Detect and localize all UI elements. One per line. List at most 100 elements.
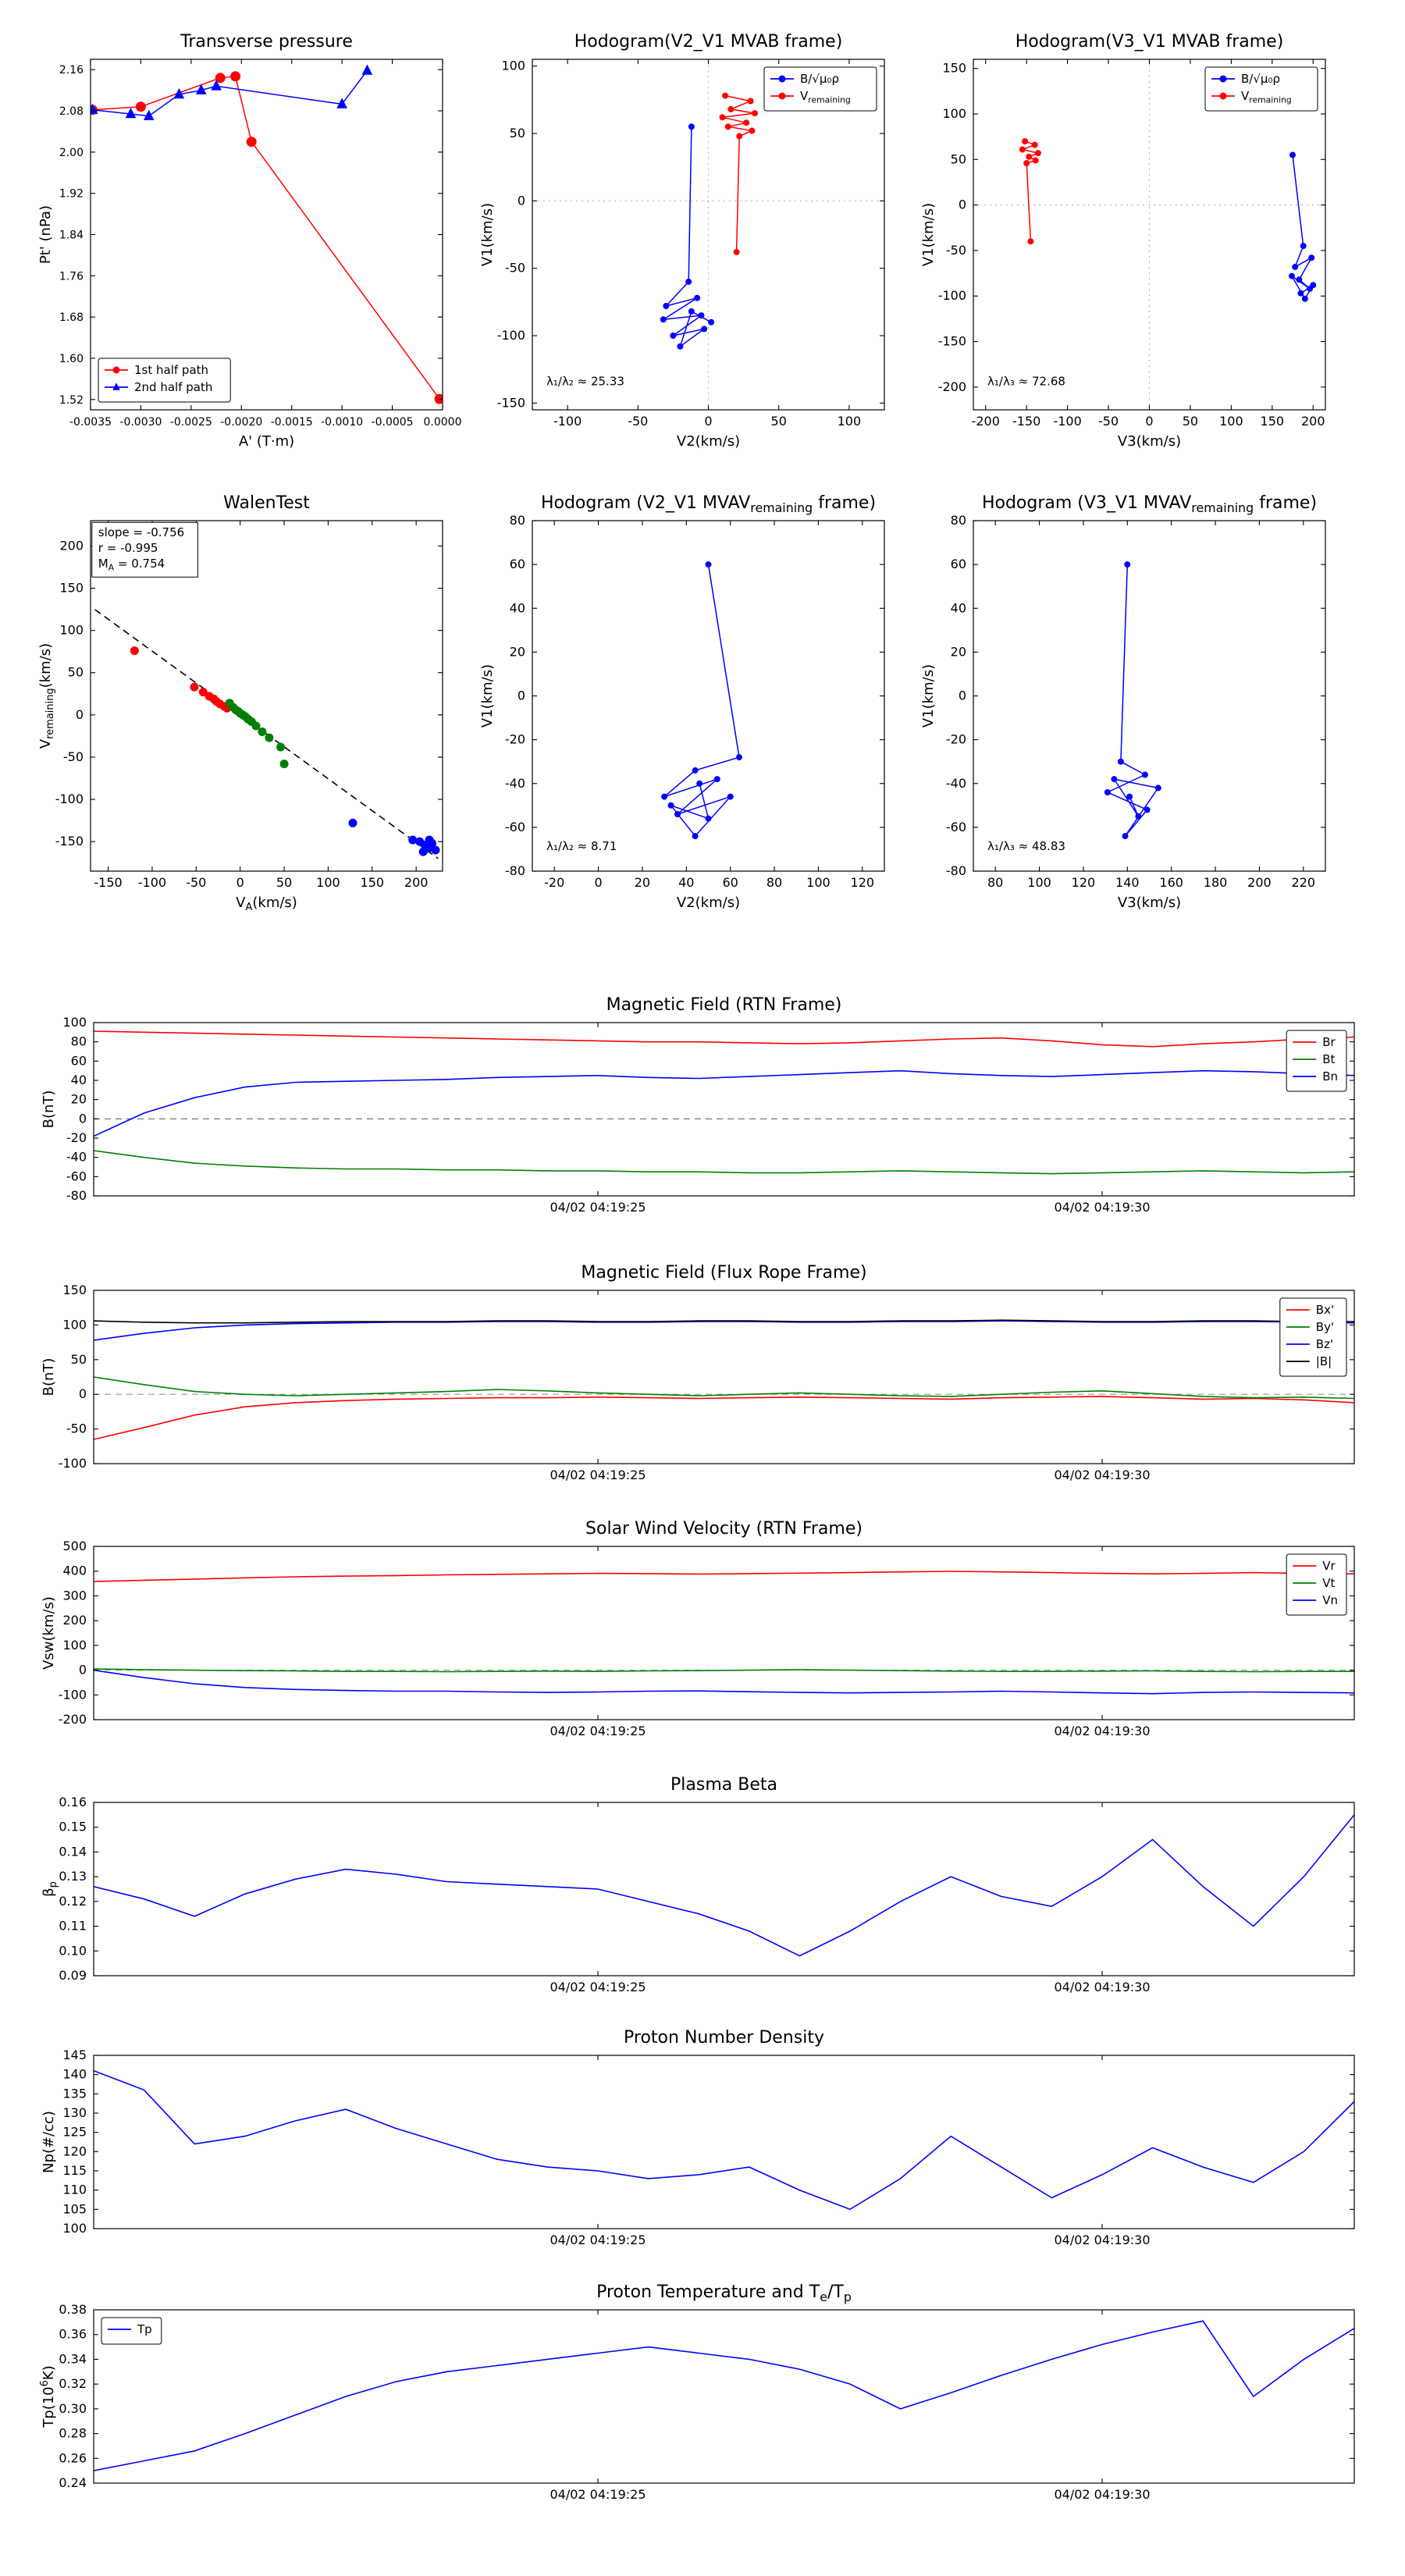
series-by (94, 1376, 1354, 1400)
y-tick-label: -80 (66, 1188, 87, 1203)
y-tick-label: 0.28 (59, 2426, 87, 2441)
y-tick-label: -150 (55, 834, 84, 849)
y-tick-label: 150 (62, 1283, 87, 1297)
axis-ticks (973, 520, 1325, 872)
annotation: λ₁/λ₂ ≈ 8.71 (546, 839, 617, 853)
series-1st-half-path (91, 71, 443, 404)
x-tick-label: -0.0020 (220, 416, 262, 429)
chart-hodogram-v2v1-mvab: -100 -50 0 50 100 -150 -100 -50 0 50 100 Hodogram(V… (473, 16, 910, 476)
x-tick-label: -200 (972, 414, 1000, 429)
y-tick-label: -60 (66, 1169, 87, 1183)
x-tick-label: -150 (1012, 414, 1040, 429)
y-tick-label: 20 (71, 1092, 87, 1107)
stats-line: r = -0.995 (98, 541, 158, 555)
x-tick-label: 0 (594, 875, 602, 890)
x-axis-label: V2(km/s) (677, 433, 740, 450)
legend-label: Bz' (1316, 1337, 1333, 1351)
series-vn (94, 1669, 1354, 1695)
y-tick-label: 80 (510, 513, 525, 528)
y-tick-label: -50 (63, 749, 84, 764)
x-tick-label: 60 (723, 875, 738, 890)
chart-title: Proton Temperature and Te/Tp (596, 2282, 852, 2304)
legend: Tp (101, 2317, 162, 2345)
chart-title: Plasma Beta (670, 1775, 777, 1795)
chart-walen-test: -150 -100 -50 0 50 100 150 200 -150 -100 -50 0 50 100… (31, 477, 468, 938)
y-tick-label: -150 (938, 334, 966, 349)
y-axis-label: V1(km/s) (479, 664, 496, 728)
x-tick-label: -50 (1098, 414, 1119, 429)
x-tick-label: -50 (186, 875, 206, 890)
series-v-remaining (719, 92, 758, 255)
x-tick-label: 0 (237, 875, 244, 890)
x-tick-label: 180 (1204, 875, 1228, 890)
series-b (1289, 151, 1317, 302)
legend-label: Vt (1322, 1576, 1335, 1590)
x-tick-label: 04/02 04:19:30 (1054, 1980, 1150, 1994)
chart-hodogram-v3v1-mvab: -200 -150 -100 -50 0 50 100 150 200 -200 -150 -100 -… (914, 16, 1351, 476)
y-tick-label: 125 (62, 2125, 87, 2140)
y-axis-label: Pt' (nPa) (37, 205, 54, 264)
plot-area-hodogram-v2v1-mvav (661, 561, 742, 840)
svg-transverse-pressure: -0.0035 -0.0030 -0.0025 -0.0020 -0.0015 -0.00… (37, 32, 462, 450)
y-tick-label: 50 (951, 151, 966, 166)
y-tick-label: -50 (946, 243, 966, 258)
y-tick-label: 60 (510, 557, 525, 571)
y-tick-label: -100 (59, 1687, 87, 1702)
y-tick-label: 120 (62, 2144, 87, 2158)
y-tick-label: 115 (62, 2163, 87, 2178)
svg-magnetic-field-rtn: 04/02 04:19:25 04/02 04:19:30 -80 -60 -40 -20… (41, 995, 1355, 1215)
series-2nd-half-path (91, 64, 373, 120)
plot-area-proton-temperature (94, 2320, 1354, 2471)
y-tick-label: -50 (66, 1421, 87, 1436)
series-b (94, 1319, 1354, 1324)
y-tick-label: -80 (946, 863, 966, 878)
svg-magnetic-field-flux-rope: 04/02 04:19:25 04/02 04:19:30 -100 -50 0 50 10… (41, 1263, 1355, 1482)
x-tick-label: -0.0005 (372, 416, 414, 429)
series-bt (94, 1150, 1354, 1175)
y-tick-label: 140 (62, 2067, 87, 2082)
x-tick-label: 160 (1159, 875, 1183, 890)
x-tick-label: 04/02 04:19:25 (550, 2233, 646, 2247)
y-tick-label: 0 (76, 707, 84, 722)
y-tick-label: 105 (62, 2201, 87, 2216)
svg-hodogram-v3v1-mvav: 80 100 120 140 160 180 200 220 -80 -60 -40 -20 0 20 40… (920, 493, 1326, 911)
plot-area-magnetic-field-flux-rope (94, 1319, 1354, 1440)
x-axis-label: VA(km/s) (236, 895, 297, 913)
y-tick-label: -60 (505, 820, 525, 834)
y-tick-label: 2.00 (59, 147, 84, 159)
legend-label: B/√μ₀ρ (800, 72, 839, 86)
legend: B/√μ₀ρ Vremaining (763, 66, 877, 112)
x-tick-label: 200 (1301, 414, 1325, 429)
y-tick-label: 0.36 (59, 2327, 87, 2342)
chart-hodogram-v2v1-mvav: -20 0 20 40 60 80 100 120 -80 -60 -40 -20 0 20 40 60 80 H… (473, 477, 910, 938)
plot-area-transverse-pressure (91, 64, 443, 404)
legend-label: Vremaining (1241, 89, 1292, 105)
legend-label: Tp (137, 2322, 152, 2336)
x-tick-label: 200 (1247, 875, 1272, 890)
y-tick-label: 200 (62, 1613, 87, 1628)
axis-ticks (94, 1022, 1354, 1197)
axis-ticks (90, 59, 443, 410)
chart-title: Transverse pressure (180, 32, 353, 52)
x-tick-label: -0.0030 (119, 416, 162, 429)
x-tick-label: 80 (987, 875, 1003, 890)
legend-label: 2nd half path (134, 380, 212, 394)
legend: Bx' By' Bz' |B| (1279, 1297, 1347, 1377)
y-tick-label: 0.16 (59, 1795, 87, 1809)
y-tick-label: -40 (946, 776, 966, 791)
y-tick-label: 2.08 (59, 105, 84, 118)
y-axis-label: Vsw(km/s) (41, 1596, 57, 1670)
y-tick-label: 80 (951, 513, 966, 528)
legend-label: Bt (1322, 1052, 1335, 1066)
legend-label: Br (1322, 1035, 1336, 1049)
x-tick-label: -20 (544, 875, 564, 890)
x-axis-label: A' (T·m) (239, 433, 294, 450)
y-tick-label: 100 (501, 59, 525, 73)
chart-proton-number-density: 04/02 04:19:25 04/02 04:19:30 100 105 110 115… (31, 2001, 1405, 2258)
chart-magnetic-field-rtn: 04/02 04:19:25 04/02 04:19:30 -80 -60 -40 -20… (31, 968, 1405, 1226)
x-tick-label: 04/02 04:19:25 (550, 1468, 646, 1482)
axis-ticks (94, 1546, 1354, 1720)
x-tick-label: 04/02 04:19:30 (1054, 1200, 1150, 1215)
y-tick-label: -80 (505, 863, 525, 878)
